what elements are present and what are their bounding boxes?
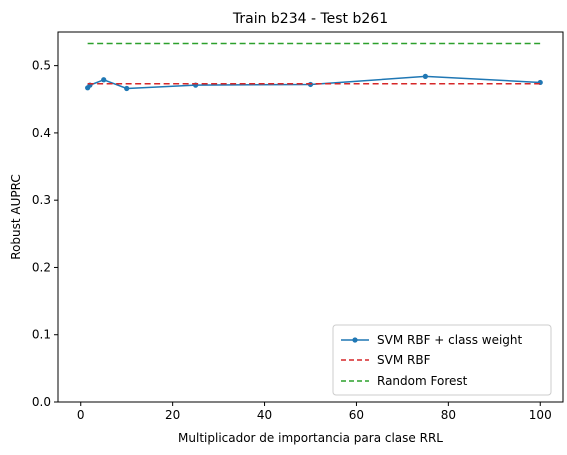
x-axis: 0 20 40 60 80 100 (77, 402, 552, 422)
series-line-0 (87, 75, 541, 90)
legend-label-random-forest: Random Forest (377, 374, 468, 388)
legend-marker-svm-rbf-class-weight (352, 337, 358, 343)
legend-label-svm-rbf: SVM RBF (377, 353, 431, 367)
y-axis-label: Robust AUPRC (9, 174, 23, 259)
data-point (124, 85, 130, 92)
legend-label-svm-rbf-class-weight: SVM RBF + class weight (377, 333, 523, 347)
legend: SVM RBF + class weight SVM RBF Random Fo… (332, 324, 552, 396)
x-tick-label: 80 (441, 408, 456, 422)
series-layer (85, 42, 543, 92)
y-tick-label: 0.4 (32, 126, 51, 140)
x-tick-label: 20 (165, 408, 180, 422)
y-tick-label: 0.2 (32, 260, 51, 274)
y-tick-label: 0.5 (32, 59, 51, 73)
data-point (422, 73, 428, 79)
data-point (101, 77, 107, 83)
y-tick-label: 0.1 (32, 328, 51, 342)
x-tick-label: 100 (529, 408, 552, 422)
y-tick-label: 0.3 (32, 193, 51, 207)
x-tick-label: 0 (77, 408, 85, 422)
chart-title: Train b234 - Test b261 (232, 11, 388, 27)
y-tick-label: 0.0 (32, 395, 51, 409)
plot-area-frame (57, 31, 564, 403)
y-axis: 0.0 0.1 0.2 0.3 0.4 0.5 (32, 59, 58, 409)
legend-box (332, 324, 552, 396)
x-axis-label: Multiplicador de importancia para clase … (178, 431, 443, 445)
x-tick-label: 60 (349, 408, 364, 422)
x-tick-label: 40 (257, 408, 272, 422)
